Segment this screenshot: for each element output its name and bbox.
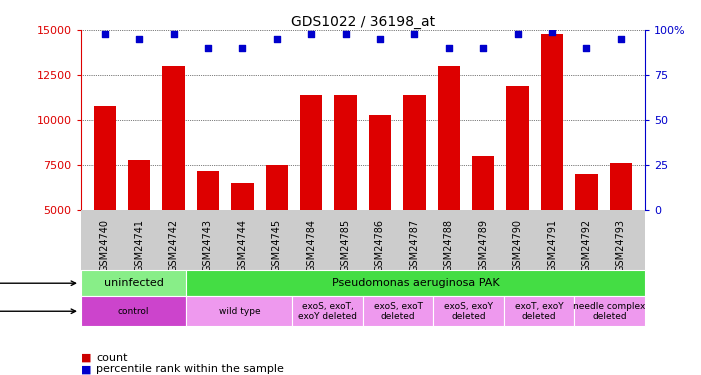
Bar [574, 296, 645, 326]
Bar [472, 156, 494, 210]
Bar [334, 95, 357, 210]
Point [168, 31, 179, 37]
Text: count: count [96, 353, 128, 363]
Text: genotype/variation: genotype/variation [0, 306, 76, 316]
Text: exoT, exoY
deleted: exoT, exoY deleted [515, 302, 564, 321]
Bar [541, 34, 563, 210]
Point [409, 31, 420, 37]
Bar [163, 66, 184, 210]
Bar [197, 171, 219, 210]
Title: GDS1022 / 36198_at: GDS1022 / 36198_at [291, 15, 435, 29]
Text: GSM24743: GSM24743 [203, 219, 213, 272]
Point [99, 31, 110, 37]
Text: GSM24790: GSM24790 [512, 219, 523, 272]
Text: GSM24742: GSM24742 [168, 219, 179, 272]
Text: Pseudomonas aeruginosa PAK: Pseudomonas aeruginosa PAK [332, 278, 500, 288]
Point [477, 45, 489, 51]
Text: GSM24793: GSM24793 [616, 219, 626, 272]
Text: GSM24787: GSM24787 [409, 219, 419, 272]
Point [203, 45, 214, 51]
Bar [433, 296, 504, 326]
Text: GSM24786: GSM24786 [375, 219, 385, 272]
Bar [128, 160, 150, 210]
Bar [504, 296, 574, 326]
Bar [93, 106, 116, 210]
Text: exoS, exoT
deleted: exoS, exoT deleted [374, 302, 423, 321]
Bar [81, 296, 186, 326]
Text: GSM24792: GSM24792 [581, 219, 592, 272]
Point [443, 45, 454, 51]
Point [306, 31, 317, 37]
Bar [300, 95, 322, 210]
Bar [231, 183, 254, 210]
Bar [506, 86, 529, 210]
Point [271, 36, 283, 42]
Point [340, 31, 351, 37]
Bar [403, 95, 426, 210]
Bar [81, 270, 186, 296]
Text: uninfected: uninfected [104, 278, 163, 288]
Bar [186, 270, 645, 296]
Point [615, 36, 627, 42]
Text: exoS, exoY
deleted: exoS, exoY deleted [444, 302, 493, 321]
Text: GSM24784: GSM24784 [306, 219, 316, 272]
Text: wild type: wild type [219, 307, 260, 316]
Point [512, 31, 523, 37]
Text: GSM24741: GSM24741 [134, 219, 144, 272]
Point [581, 45, 592, 51]
Point [546, 29, 557, 35]
Bar [266, 165, 288, 210]
Point [133, 36, 144, 42]
Text: GSM24745: GSM24745 [272, 219, 282, 272]
Bar [363, 296, 433, 326]
Text: GSM24788: GSM24788 [444, 219, 454, 272]
Bar [576, 174, 598, 210]
Bar [437, 66, 460, 210]
Text: ■: ■ [81, 364, 95, 374]
Text: needle complex
deleted: needle complex deleted [573, 302, 646, 321]
Text: exoS, exoT,
exoY deleted: exoS, exoT, exoY deleted [298, 302, 357, 321]
Text: GSM24791: GSM24791 [547, 219, 557, 272]
Point [374, 36, 386, 42]
Text: infection: infection [0, 278, 76, 288]
Text: control: control [118, 307, 149, 316]
Bar [610, 164, 632, 210]
Text: GSM24740: GSM24740 [100, 219, 109, 272]
Bar [186, 296, 292, 326]
Text: GSM24785: GSM24785 [341, 219, 350, 272]
Bar [292, 296, 363, 326]
Bar [369, 115, 391, 210]
Text: GSM24789: GSM24789 [478, 219, 488, 272]
Text: percentile rank within the sample: percentile rank within the sample [96, 364, 284, 374]
Text: GSM24744: GSM24744 [238, 219, 247, 272]
Point [237, 45, 248, 51]
Text: ■: ■ [81, 353, 95, 363]
